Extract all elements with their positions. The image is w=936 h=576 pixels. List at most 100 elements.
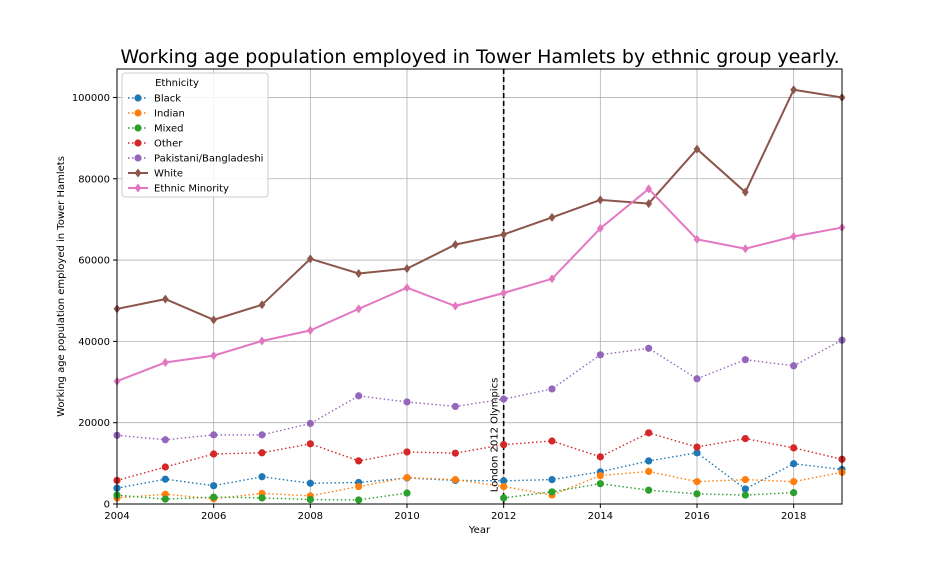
data-point-indian	[451, 476, 459, 484]
x-tick-label: 2016	[684, 511, 709, 522]
data-point-black	[258, 473, 266, 481]
data-point-mixed	[306, 495, 314, 504]
series-indian	[113, 467, 846, 503]
data-point-white	[306, 254, 314, 264]
legend-swatch-marker	[134, 168, 142, 178]
series-line-pakistani-bangladeshi	[116, 339, 843, 441]
legend-title: Ethnicity	[155, 78, 199, 89]
data-point-indian	[500, 482, 508, 491]
data-point-other	[500, 441, 508, 449]
y-tick-label: 80000	[78, 174, 110, 185]
data-point-other	[355, 457, 363, 465]
data-point-mixed	[790, 489, 798, 497]
data-point-mixed	[258, 494, 266, 502]
data-point-other	[306, 440, 314, 448]
data-point-mixed	[548, 488, 556, 496]
data-point-pakistani-bangladeshi	[403, 398, 411, 406]
data-point-ethnic-minority	[596, 223, 604, 233]
x-tick-label: 2014	[588, 511, 613, 522]
legend-swatch-marker	[134, 94, 142, 102]
data-point-pakistani-bangladeshi	[258, 431, 266, 439]
legend-label: Black	[154, 94, 181, 105]
data-point-pakistani-bangladeshi	[451, 402, 459, 411]
series-line-other	[116, 432, 843, 482]
y-tick-label: 20000	[78, 418, 110, 429]
legend-item-black: Black	[128, 94, 181, 105]
y-tick-label: 100000	[72, 93, 110, 104]
data-point-mixed	[161, 495, 169, 503]
data-point-pakistani-bangladeshi	[210, 431, 218, 439]
data-point-ethnic-minority	[500, 288, 508, 298]
legend: Ethnicity Black Indian Mixed Other Pakistani/…	[121, 72, 269, 198]
data-point-pakistani-bangladeshi	[596, 351, 604, 359]
data-point-white	[210, 315, 218, 325]
legend-box	[121, 72, 269, 198]
data-point-mixed	[645, 486, 653, 494]
data-point-other	[258, 449, 266, 457]
series-white	[113, 85, 846, 325]
series-black	[113, 449, 846, 493]
legend-item-white: White	[128, 168, 183, 180]
data-point-mixed	[355, 496, 363, 504]
data-point-white	[645, 199, 653, 209]
data-point-black	[500, 477, 508, 485]
data-point-ethnic-minority	[693, 234, 701, 244]
data-point-pakistani-bangladeshi	[790, 362, 798, 370]
data-point-mixed	[596, 480, 604, 488]
data-point-white	[741, 187, 749, 197]
series-ethnic-minority	[113, 184, 846, 386]
y-tick-label: 40000	[78, 337, 110, 348]
data-point-indian	[790, 478, 798, 486]
data-point-mixed	[500, 494, 508, 502]
data-point-ethnic-minority	[355, 304, 363, 314]
olympics-annotation: London 2012 Olympics	[490, 378, 501, 493]
data-point-other	[790, 444, 798, 452]
legend-swatch-marker	[134, 124, 142, 132]
series-line-white	[116, 88, 843, 321]
chart-title: Working age population employed in Tower…	[120, 46, 839, 68]
x-tick-label: 2012	[491, 511, 516, 522]
series-layer	[113, 85, 846, 504]
legend-item-other: Other	[128, 139, 183, 150]
data-point-black	[790, 460, 798, 468]
legend-label: Other	[154, 139, 183, 150]
data-point-indian	[403, 473, 411, 482]
data-point-pakistani-bangladeshi	[693, 375, 701, 383]
data-point-ethnic-minority	[210, 351, 218, 361]
x-tick-label: 2010	[394, 511, 419, 522]
data-point-indian	[645, 467, 653, 476]
legend-label: Mixed	[154, 124, 184, 135]
data-point-indian	[355, 482, 363, 491]
legend-swatch-marker	[134, 139, 142, 147]
series-line-ethnic-minority	[116, 187, 843, 383]
axis-ticks: 2004 2006 2008 2010 2012 2014 2016 2018 0 20000 40…	[72, 93, 807, 522]
data-point-white	[790, 85, 798, 95]
data-point-black	[645, 457, 653, 465]
legend-item-mixed: Mixed	[128, 124, 184, 135]
series-pakistani-bangladeshi	[113, 336, 846, 444]
data-point-other	[693, 443, 701, 451]
data-point-pakistani-bangladeshi	[161, 436, 169, 444]
data-point-white	[403, 264, 411, 274]
x-tick-label: 2008	[298, 511, 323, 522]
data-point-black	[306, 479, 314, 487]
legend-swatch-marker	[134, 154, 142, 162]
data-point-black	[210, 482, 218, 490]
legend-label: Pakistani/Bangladeshi	[154, 154, 263, 165]
data-point-white	[451, 240, 459, 250]
x-tick-label: 2006	[201, 511, 226, 522]
y-tick-label: 0	[104, 500, 110, 511]
x-tick-label: 2018	[781, 511, 806, 522]
data-point-ethnic-minority	[451, 301, 459, 311]
series-other	[113, 429, 846, 485]
legend-label: Indian	[154, 109, 185, 120]
legend-item-pakistani-bangladeshi: Pakistani/Bangladeshi	[128, 154, 263, 165]
data-point-mixed	[741, 491, 749, 499]
y-tick-label: 60000	[78, 256, 110, 267]
data-point-mixed	[403, 489, 411, 497]
data-point-other	[596, 453, 604, 461]
data-point-other	[741, 434, 749, 443]
legend-swatch-marker	[134, 109, 142, 117]
legend-item-indian: Indian	[128, 109, 185, 120]
data-point-pakistani-bangladeshi	[741, 356, 749, 364]
